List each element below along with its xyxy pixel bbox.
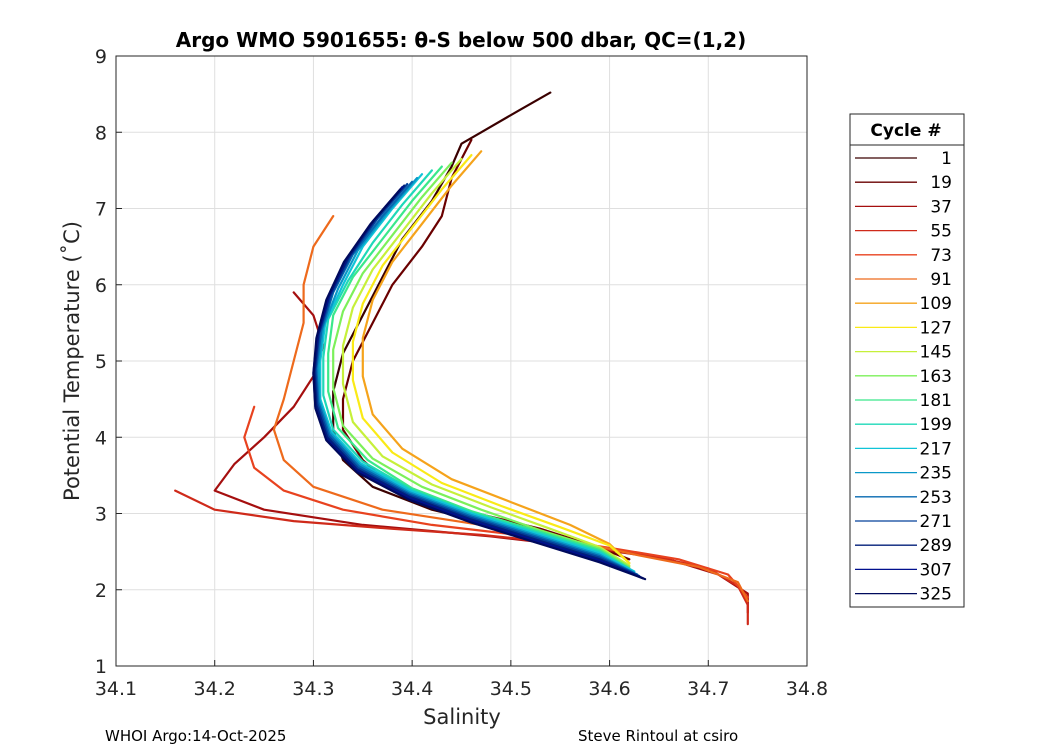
legend-label: 109 [920, 294, 952, 314]
y-tick-label: 5 [95, 351, 107, 373]
y-tick-label: 8 [95, 122, 107, 144]
series-line [317, 176, 636, 575]
y-tick-label: 4 [95, 427, 107, 449]
legend-label: 217 [920, 439, 952, 459]
footer-source: WHOI Argo:14-Oct-2025 [105, 727, 286, 745]
legend-label: 145 [920, 343, 952, 363]
legend-label: 91 [930, 270, 952, 290]
legend: Cycle # 1 19 37 55 73 91 109 127 145 163 181 199 217… [849, 113, 965, 608]
footer-credit: Steve Rintoul at csiro [578, 727, 738, 745]
y-tick-label: 9 [95, 46, 107, 68]
series-line [315, 180, 639, 576]
series-line [327, 165, 631, 570]
y-tick-label: 1 [95, 656, 107, 678]
series-line [361, 150, 631, 565]
legend-label: 163 [920, 367, 952, 387]
x-tick-label: 34.8 [786, 678, 828, 700]
series-line [272, 215, 749, 603]
series-line [332, 161, 631, 569]
y-tick-label: 6 [95, 275, 107, 297]
series-line [312, 188, 647, 581]
x-tick-label: 34.2 [194, 678, 236, 700]
y-tick-label: 7 [95, 199, 107, 221]
legend-label: 253 [920, 488, 952, 508]
legend-title: Cycle # [870, 121, 941, 141]
legend-label: 199 [920, 415, 952, 435]
series-line [319, 173, 636, 573]
legend-label: 37 [930, 197, 952, 217]
y-axis-label: Potential Temperature (˚C) [60, 221, 84, 501]
legend-label: 289 [920, 536, 952, 556]
y-tick-label: 3 [95, 504, 107, 526]
series-line [351, 154, 631, 565]
legend-label: 1 [941, 149, 952, 169]
series-line [243, 405, 749, 599]
series-line [341, 138, 631, 561]
legend-label: 55 [930, 222, 952, 242]
x-tick-label: 34.5 [490, 678, 532, 700]
x-tick-label: 34.3 [292, 678, 334, 700]
x-tick-label: 34.6 [588, 678, 630, 700]
series-layer [174, 91, 749, 626]
legend-label: 181 [920, 391, 952, 411]
legend-label: 271 [920, 512, 952, 532]
legend-label: 325 [920, 585, 952, 605]
x-axis-label: Salinity [423, 705, 501, 729]
legend-label: 19 [930, 173, 952, 193]
y-tick-label: 2 [95, 580, 107, 602]
x-tick-label: 34.1 [95, 678, 137, 700]
tick-layer: 34.1 34.2 34.3 34.4 34.5 34.6 34.7 34.8 1 2 3 4 5 6 7 8… [95, 46, 828, 700]
chart-title: Argo WMO 5901655: θ-S below 500 dbar, QC… [176, 28, 746, 52]
legend-entries: 1 19 37 55 73 91 109 127 145 163 181 199 217 235 253 27… [855, 149, 952, 605]
legend-label: 235 [920, 464, 952, 484]
x-tick-label: 34.7 [687, 678, 729, 700]
legend-label: 127 [920, 318, 952, 338]
x-tick-label: 34.4 [391, 678, 433, 700]
series-line [341, 157, 631, 567]
legend-label: 307 [920, 560, 952, 580]
legend-box [849, 113, 965, 608]
legend-label: 73 [930, 246, 952, 266]
series-line [322, 169, 631, 572]
